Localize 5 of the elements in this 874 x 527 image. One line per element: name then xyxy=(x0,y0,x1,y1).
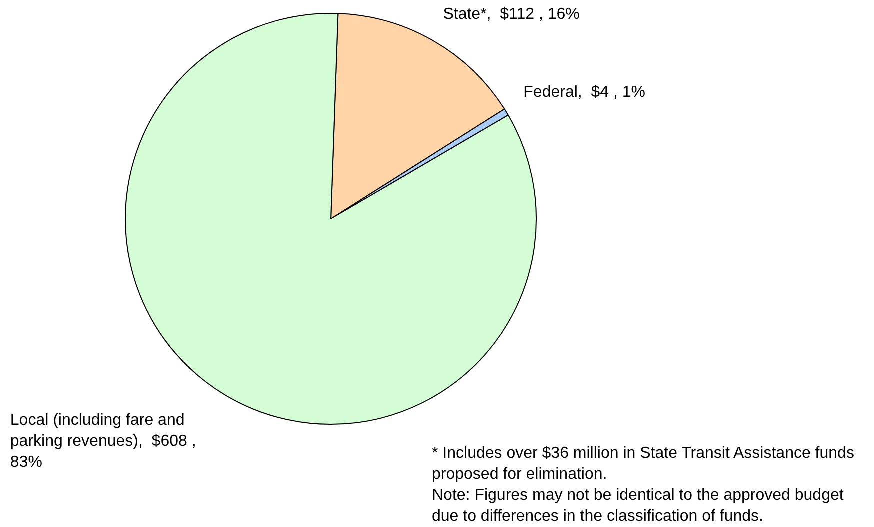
slice-label: State*, $112 , 16% xyxy=(443,6,580,23)
text: Note: Figures may not be identical to the approved budget due to differences in the classification of funds. xyxy=(432,486,845,527)
slice-label: Federal, $4 , 1% xyxy=(524,84,646,102)
text: * Includes over $36 million in State Transit Assistance funds proposed for elimination. xyxy=(432,444,856,485)
slice-label: Local (including fare and parking revenues), $608 , 83% xyxy=(10,412,196,472)
